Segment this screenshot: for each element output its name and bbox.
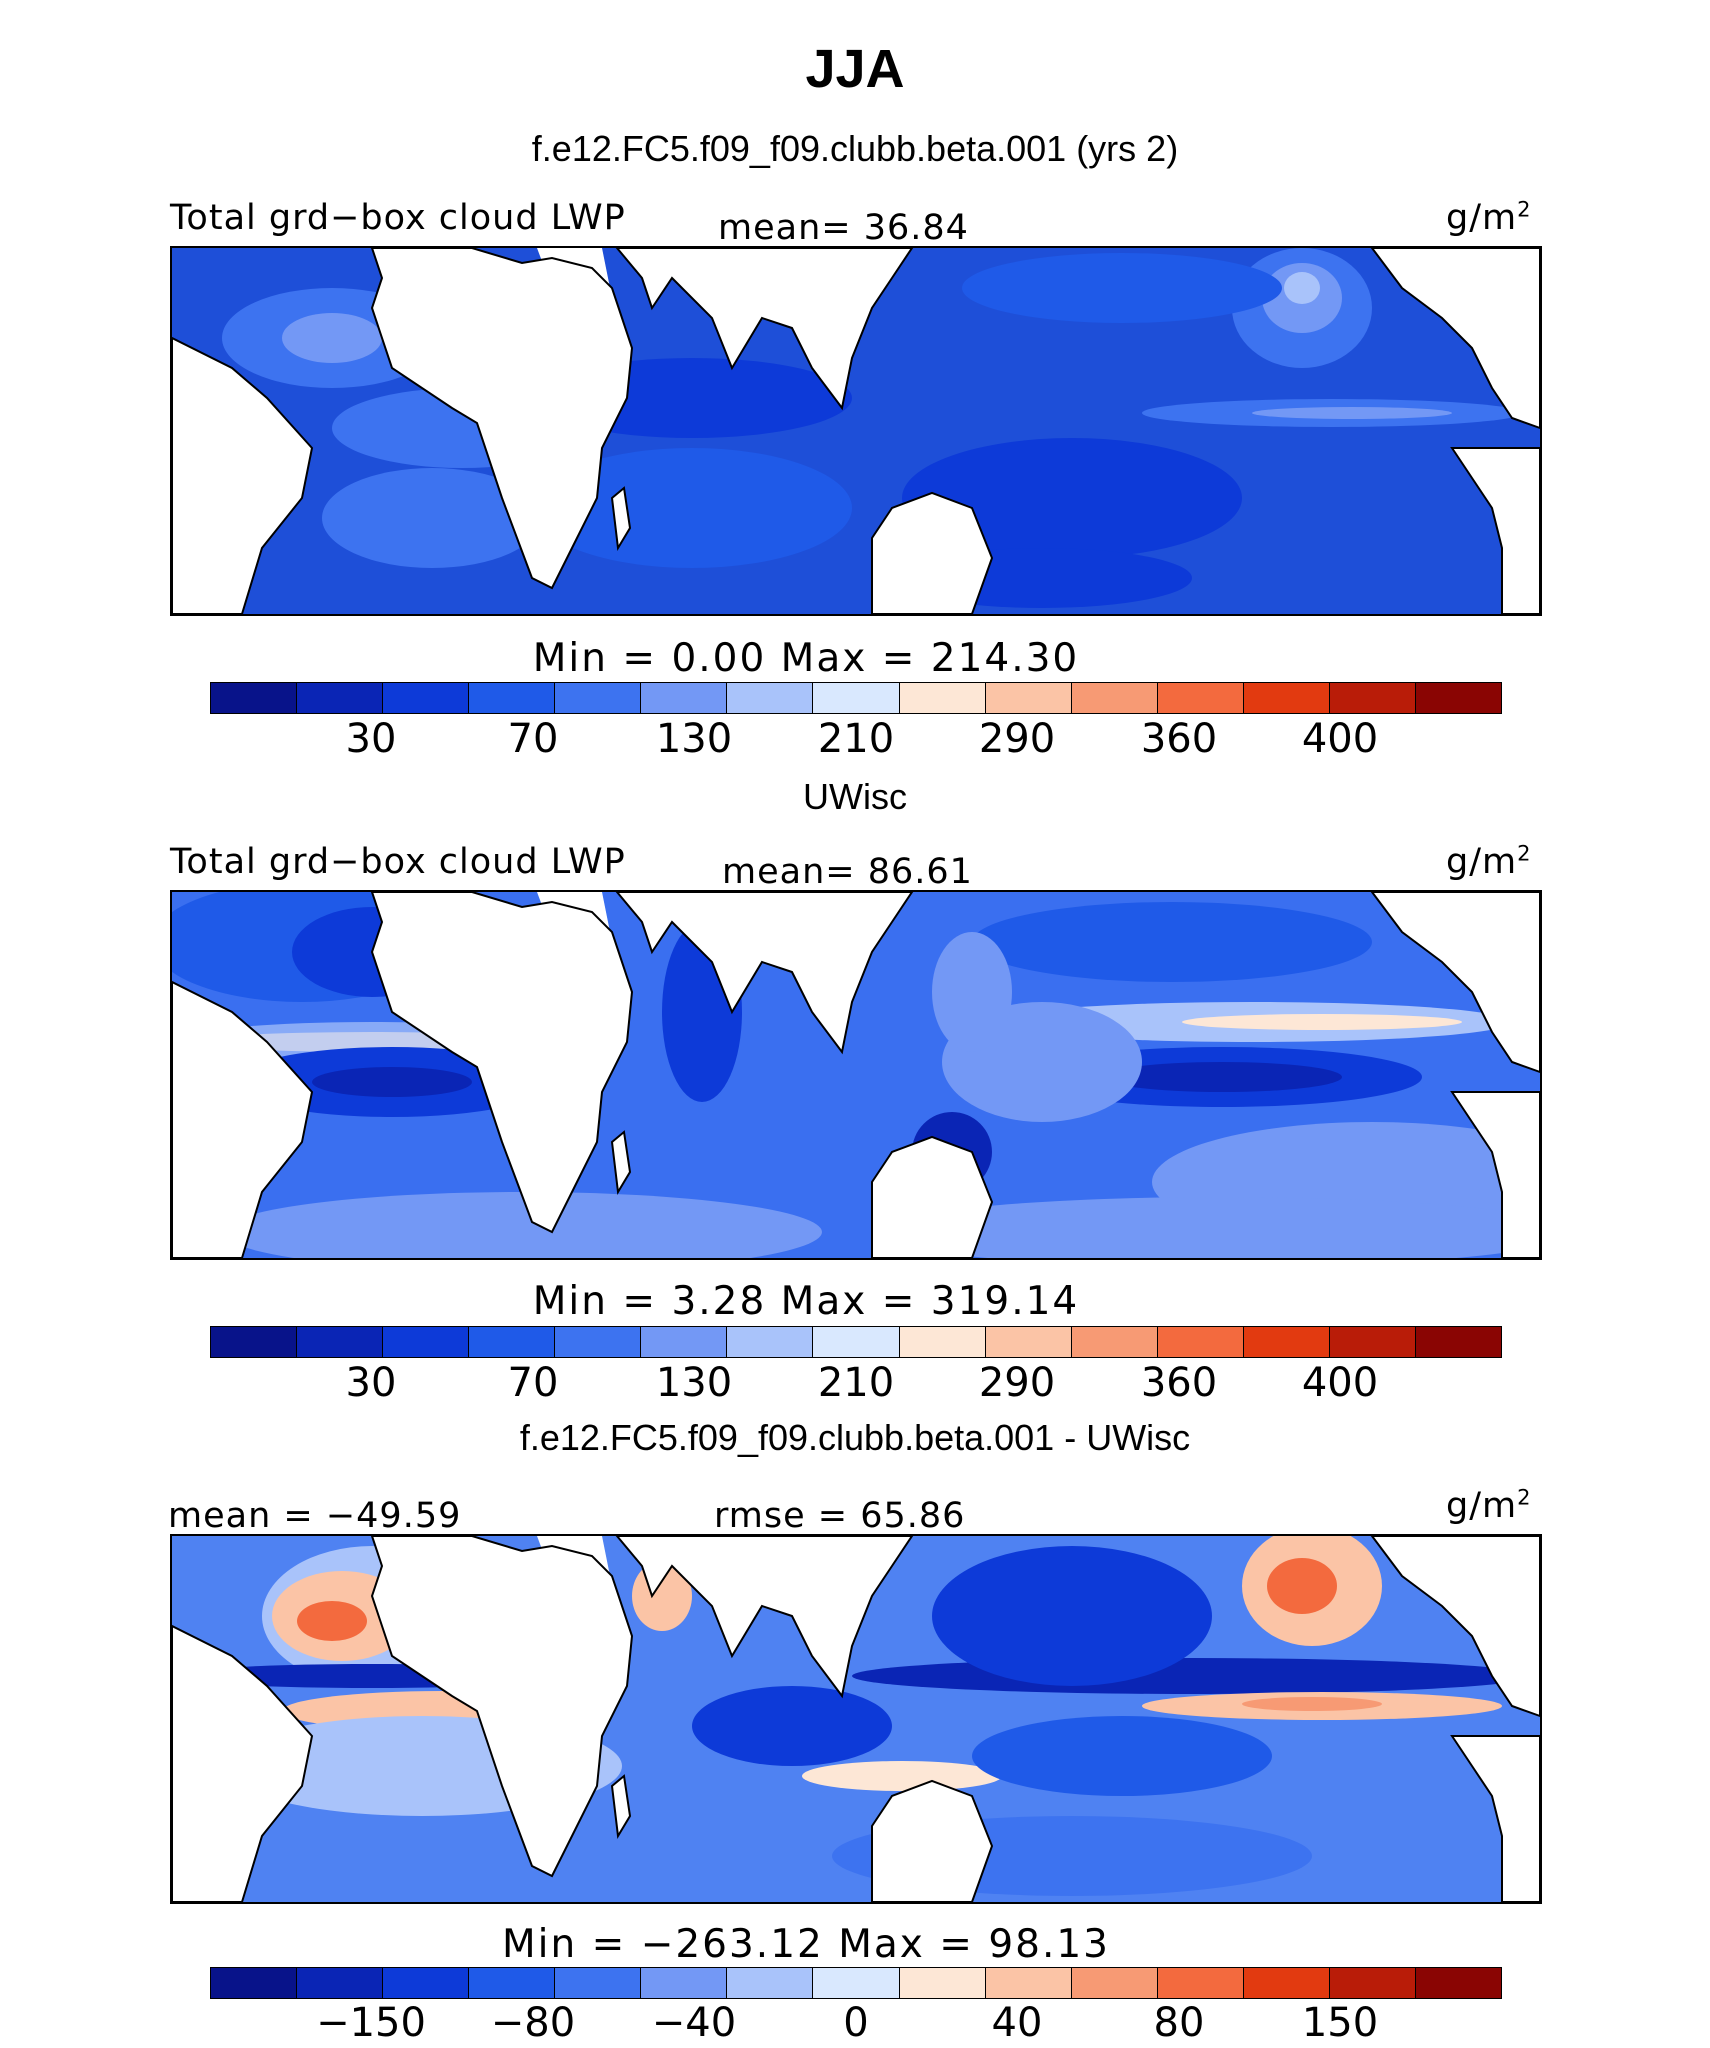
panel-3-min-max: Min = −263.12 Max = 98.13 [502,1922,1110,1967]
colorbar-swatch [641,683,728,713]
colorbar-swatch [211,1327,298,1357]
panel-3-rmse-label: rmse = 65.86 [714,1496,966,1536]
panel-3-map [170,1534,1542,1904]
tick-label: −150 [316,2000,426,2046]
colorbar-swatch [297,1968,384,1998]
panel-3-title: f.e12.FC5.f09_f09.clubb.beta.001 - UWisc [519,1417,1191,1458]
colorbar-swatch [641,1968,728,1998]
tick-label: 210 [817,1360,895,1406]
colorbar-swatch [383,1327,470,1357]
colorbar-swatch [211,683,298,713]
colorbar-swatch [985,683,1072,713]
panel-1-map [170,246,1542,616]
panel-3-units: g/m2 [1446,1485,1532,1526]
colorbar-swatch [1243,1327,1330,1357]
colorbar-swatch [469,1327,556,1357]
tick-label: 70 [507,716,559,762]
panel-2-mean-label: mean= 86.61 [722,852,973,892]
colorbar-swatch [1329,1327,1416,1357]
colorbar-swatch [1243,683,1330,713]
colorbar-swatch [383,683,470,713]
colorbar-swatch [813,683,900,713]
tick-label: 360 [1140,1360,1218,1406]
colorbar-swatch [1329,683,1416,713]
colorbar-swatch [1071,1327,1158,1357]
colorbar-swatch [1157,1968,1244,1998]
colorbar-swatch [641,1327,728,1357]
panel-1-mean-label: mean= 36.84 [718,208,969,248]
tick-label: 150 [1301,2000,1379,2046]
tick-label: 0 [843,2000,869,2046]
panel-2-variable-label: Total grd−box cloud LWP [170,842,626,882]
tick-label: 70 [507,1360,559,1406]
tick-label: 130 [655,1360,733,1406]
panel-2-map [170,890,1542,1260]
tick-label: 40 [991,2000,1043,2046]
panel-1-variable-label: Total grd−box cloud LWP [170,198,626,238]
panel-1-colorbar-ticks: 30 70 130 210 290 360 400 [210,716,1502,764]
panel-3-colorbar-ticks: −150 −80 −40 0 40 80 150 [210,2000,1502,2048]
tick-label: 400 [1301,1360,1379,1406]
colorbar-swatch [1415,1327,1501,1357]
colorbar-swatch [297,1327,384,1357]
colorbar-swatch [555,683,642,713]
tick-label: 210 [817,716,895,762]
colorbar-swatch [1071,683,1158,713]
colorbar-swatch [1329,1968,1416,1998]
colorbar-swatch [555,1968,642,1998]
colorbar-swatch [813,1327,900,1357]
colorbar-swatch [1071,1968,1158,1998]
tick-label: 400 [1301,716,1379,762]
panel-1-units: g/m2 [1446,197,1532,238]
panel-3-mean-label: mean = −49.59 [168,1496,462,1536]
colorbar-swatch [211,1968,298,1998]
colorbar-swatch [469,683,556,713]
tick-label: −40 [651,2000,737,2046]
panel-1-title: f.e12.FC5.f09_f09.clubb.beta.001 (yrs 2) [531,128,1179,169]
colorbar-swatch [813,1968,900,1998]
panel-1-min-max: Min = 0.00 Max = 214.30 [532,636,1080,681]
tick-label: −80 [490,2000,576,2046]
panel-2-min-max: Min = 3.28 Max = 319.14 [532,1279,1080,1324]
colorbar-swatch [1157,683,1244,713]
colorbar-swatch [555,1327,642,1357]
panel-3-colorbar [210,1967,1502,1999]
colorbar-swatch [1415,683,1501,713]
panel-2-title: UWisc [803,776,907,817]
tick-label: 290 [978,1360,1056,1406]
colorbar-swatch [727,683,814,713]
panel-2-colorbar [210,1326,1502,1358]
figure-title: JJA [805,39,905,99]
colorbar-swatch [1415,1968,1501,1998]
colorbar-swatch [383,1968,470,1998]
colorbar-swatch [899,683,986,713]
colorbar-swatch [985,1968,1072,1998]
panel-1-colorbar [210,682,1502,714]
tick-label: 290 [978,716,1056,762]
colorbar-swatch [1157,1327,1244,1357]
colorbar-swatch [899,1968,986,1998]
tick-label: 130 [655,716,733,762]
colorbar-swatch [1243,1968,1330,1998]
panel-2-units: g/m2 [1446,841,1532,882]
panel-2-colorbar-ticks: 30 70 130 210 290 360 400 [210,1360,1502,1408]
colorbar-swatch [899,1327,986,1357]
colorbar-swatch [727,1968,814,1998]
tick-label: 80 [1153,2000,1205,2046]
tick-label: 30 [345,1360,397,1406]
colorbar-swatch [727,1327,814,1357]
tick-label: 30 [345,716,397,762]
tick-label: 360 [1140,716,1218,762]
colorbar-swatch [985,1327,1072,1357]
colorbar-swatch [297,683,384,713]
colorbar-swatch [469,1968,556,1998]
